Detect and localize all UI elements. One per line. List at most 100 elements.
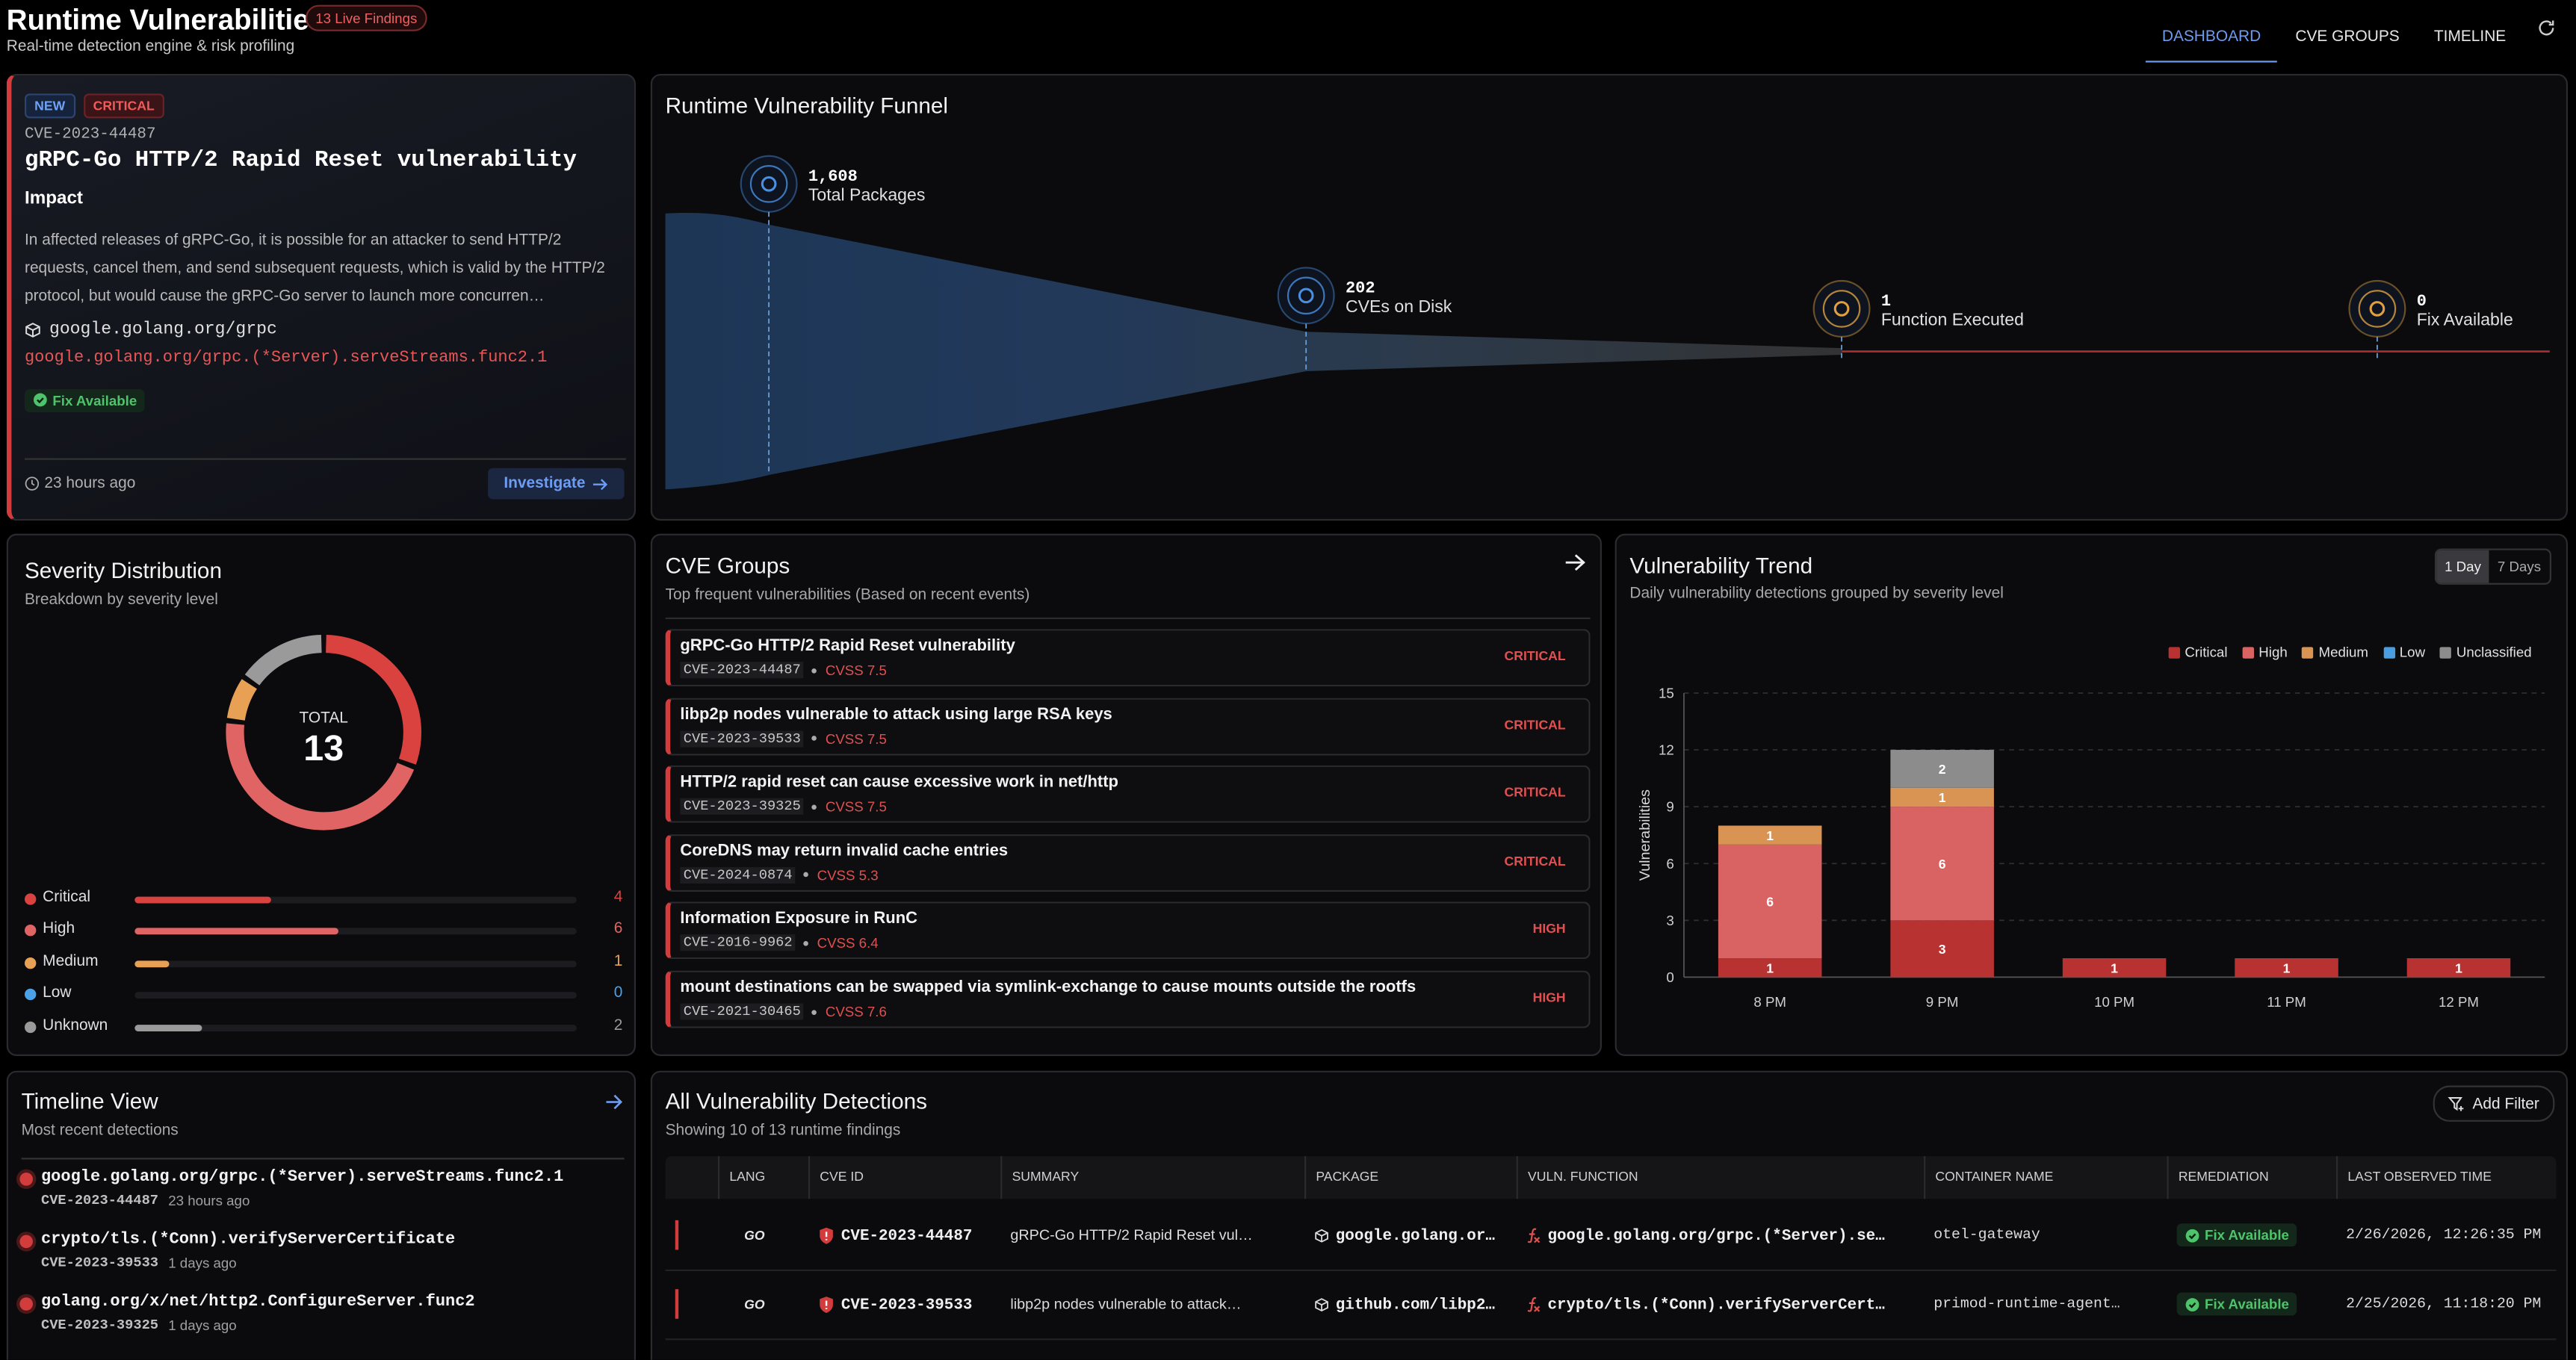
legend-swatch xyxy=(2302,646,2314,658)
button-label: Investigate xyxy=(504,474,586,493)
severity-track xyxy=(134,960,577,967)
cell-cve: CVE-2023-44487 xyxy=(840,1226,973,1244)
lang-badge: GO xyxy=(744,1297,765,1311)
legend-item: Medium xyxy=(2302,644,2368,660)
bar-segment xyxy=(2235,958,2338,978)
cve-group-item[interactable]: gRPC-Go HTTP/2 Rapid Reset vulnerability… xyxy=(665,629,1591,687)
legend-label: High xyxy=(2258,644,2288,660)
group-meta: CVE-2023-44487 CVSS 7.5 xyxy=(680,662,887,679)
cve-group-item[interactable]: Information Exposure in RunC CVE-2016-996… xyxy=(665,902,1591,960)
fx xyxy=(1527,1297,1541,1312)
package-row: google.golang.org/grpc xyxy=(25,320,277,340)
panel-title: Runtime Vulnerability Funnel xyxy=(665,93,949,119)
investigate-button[interactable]: Investigate xyxy=(488,468,625,500)
legend-label: Low xyxy=(2399,644,2426,660)
vuln-title: gRPC-Go HTTP/2 Rapid Reset vulnerability xyxy=(24,147,577,175)
legend-label: Critical xyxy=(2185,644,2228,660)
segment-label: 6 xyxy=(1939,857,1946,872)
group-title: HTTP/2 rapid reset can cause excessive w… xyxy=(680,774,1119,792)
cell-last-observed: 2/26/2026, 12:26:35 PM xyxy=(2346,1226,2542,1243)
group-cve: CVE-2021-30465 xyxy=(680,1003,805,1020)
cell-function: crypto/tls.(*Conn).verifyServerCert… xyxy=(1547,1294,1885,1314)
legend-swatch xyxy=(2439,646,2452,658)
bar-segment xyxy=(1890,920,1994,978)
segment-label: 3 xyxy=(1939,942,1946,957)
severity-row: Unknown 2 xyxy=(22,1016,623,1039)
severity-value: 0 xyxy=(613,984,623,1002)
refresh-button[interactable] xyxy=(2536,18,2556,37)
table-cell: primod-runtime-agent… xyxy=(1933,1270,2120,1338)
table-header-cell: SUMMARY xyxy=(1000,1156,1304,1199)
legend-label: Unclassified xyxy=(2456,644,2532,660)
stage-icon-ring xyxy=(1812,279,1871,338)
legend-item: Unclassified xyxy=(2439,644,2532,660)
cve-group-item[interactable]: mount destinations can be swapped via sy… xyxy=(665,970,1591,1028)
severity-name: Unknown xyxy=(43,1016,108,1034)
group-cvss: CVSS 7.5 xyxy=(825,798,887,816)
add-filter-button[interactable]: Add Filter xyxy=(2433,1085,2554,1122)
stage-icon-dot xyxy=(2369,301,2385,317)
severity-bar xyxy=(134,960,169,967)
nav-tab[interactable]: CVE GROUPS xyxy=(2295,28,2400,46)
timeline-cve: CVE-2023-39533 xyxy=(40,1255,159,1272)
x-tick-label: 12 PM xyxy=(2439,994,2479,1010)
timeline-function: google.golang.org/grpc.(*Server).serveSt… xyxy=(40,1169,564,1187)
stage-label: Function Executed xyxy=(1881,309,2024,329)
severity-name: Low xyxy=(43,984,72,1002)
segment-label: 1 xyxy=(1766,960,1774,975)
open-timeline-button[interactable] xyxy=(606,1094,623,1111)
table-cell: 2/26/2026, 12:26:35 PM xyxy=(2346,1200,2541,1269)
severity-panel: Severity Distribution Breakdown by sever… xyxy=(6,533,637,1056)
y-tick-label: 15 xyxy=(1659,686,1674,701)
group-cvss: CVSS 7.5 xyxy=(825,662,887,679)
fix-badge-wrap: Fix Available xyxy=(24,386,146,416)
fix-text: Fix Available xyxy=(2205,1295,2289,1312)
stage-icon xyxy=(1822,290,1861,328)
severity-bar xyxy=(134,1024,203,1031)
x-tick-label: 8 PM xyxy=(1753,994,1786,1010)
cell-last-observed: 2/25/2026, 11:18:20 PM xyxy=(2346,1295,2542,1312)
y-axis-label: Vulnerabilities xyxy=(1637,789,1653,881)
nav-tab[interactable]: DASHBOARD xyxy=(2145,11,2278,63)
table-cell: Fix Available xyxy=(2176,1200,2297,1269)
severity-bar xyxy=(134,928,339,936)
table-row[interactable]: GO CVE-2023-44487 gRPC-Go HTTP/2 Rapid Res… xyxy=(665,1200,2557,1272)
severity-name: Medium xyxy=(43,951,99,971)
severity-dot xyxy=(24,989,37,1001)
toggle-option[interactable]: 1 Day xyxy=(2436,550,2489,583)
cve-group-item[interactable]: CoreDNS may return invalid cache entries… xyxy=(665,833,1591,892)
segment-label: 1 xyxy=(2283,960,2291,975)
fix-text: Fix Available xyxy=(2205,1226,2289,1243)
shield-icon xyxy=(820,1295,833,1312)
table-cell: gRPC-Go HTTP/2 Rapid Reset vul… xyxy=(1010,1200,1252,1269)
function-icon xyxy=(1527,1297,1541,1312)
featured-card: NEW CRITICAL CVE-2023-44487 gRPC-Go HTTP/… xyxy=(6,73,637,521)
stage-count: 0 xyxy=(2417,292,2427,311)
timeline-function: golang.org/x/net/http2.ConfigureServer.f… xyxy=(40,1294,475,1312)
group-severity: HIGH xyxy=(1532,990,1566,1005)
cell-cve: CVE-2023-39533 xyxy=(840,1294,973,1314)
row-marker xyxy=(675,1220,679,1250)
open-groups-button[interactable] xyxy=(1565,553,1585,571)
detections-table: LANG CVE ID SUMMARY PACKAGE VULN. FUNCTION CO… xyxy=(665,1156,2557,1360)
panel-title: All Vulnerability Detections xyxy=(665,1088,927,1114)
lang-badge: GO xyxy=(744,1227,765,1243)
check-icon xyxy=(2185,1297,2199,1311)
cve-group-item[interactable]: libp2p nodes vulnerable to attack using … xyxy=(665,697,1591,755)
nav-tab[interactable]: TIMELINE xyxy=(2433,28,2507,46)
legend-item: Critical xyxy=(2168,644,2228,660)
severity-row: Critical 4 xyxy=(22,889,623,912)
description: In affected releases of gRPC-Go, it is p… xyxy=(24,232,605,306)
stage-count: 1,608 xyxy=(808,167,858,186)
package-icon xyxy=(25,323,40,338)
toggle-option[interactable]: 7 Days xyxy=(2497,558,2542,575)
fx xyxy=(1527,1228,1541,1243)
timeline-function: crypto/tls.(*Conn).verifyServerCertifica… xyxy=(40,1232,456,1250)
timeline-cve: CVE-2023-44487 xyxy=(40,1192,159,1209)
funnel-shape xyxy=(665,212,1842,490)
x-tick-label: 9 PM xyxy=(1926,994,1959,1010)
donut-segment xyxy=(226,634,422,830)
cve-group-item[interactable]: HTTP/2 rapid reset can cause excessive w… xyxy=(665,766,1591,824)
table-row[interactable]: GO CVE-2023-39533 libp2p nodes vulnerable … xyxy=(665,1270,2557,1341)
